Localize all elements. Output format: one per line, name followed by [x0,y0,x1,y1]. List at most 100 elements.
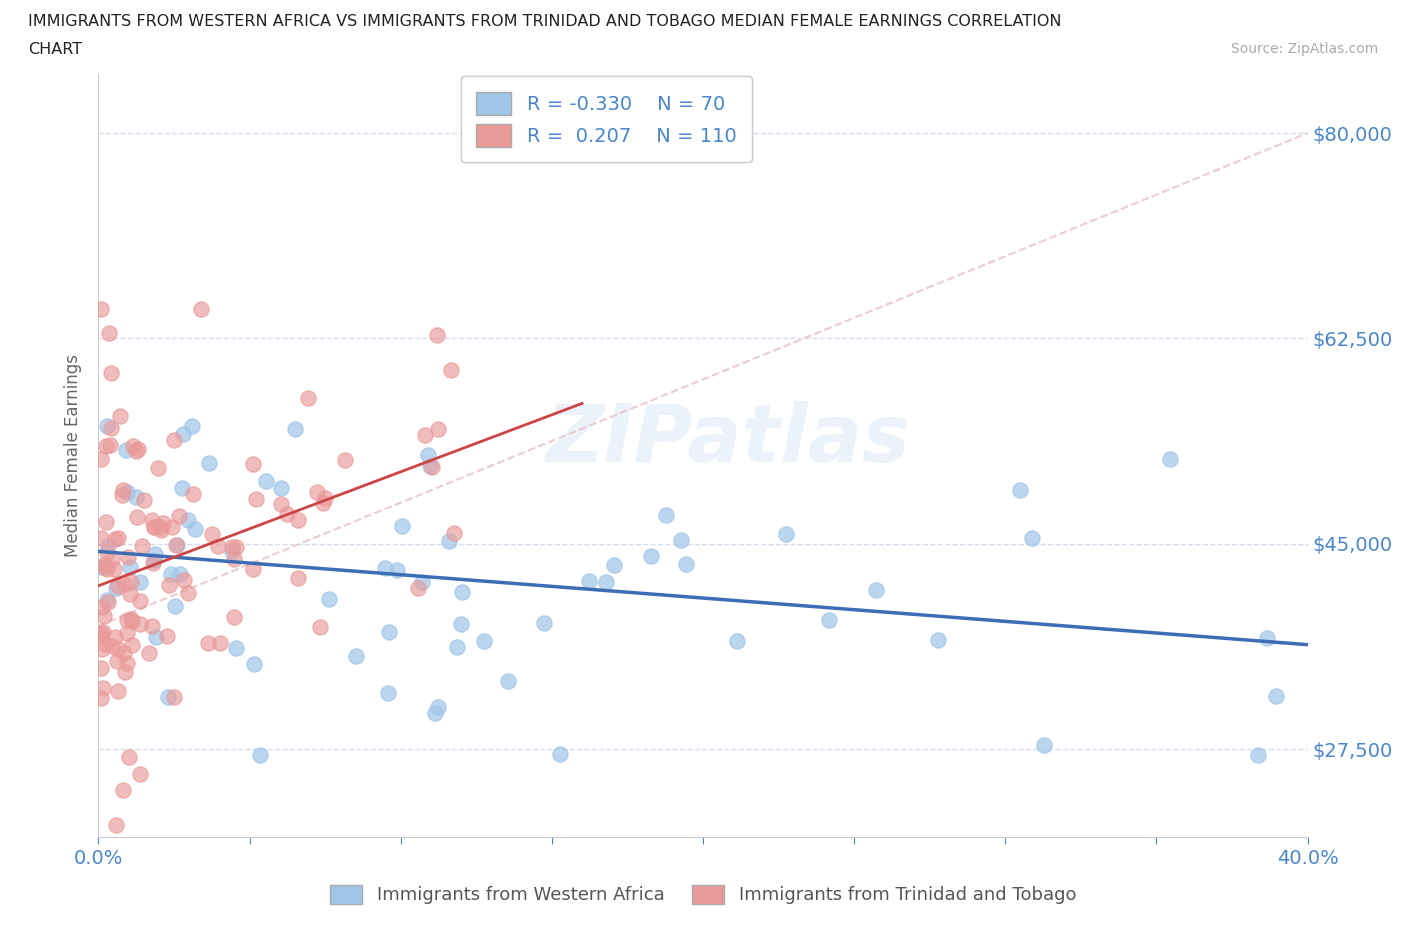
Point [181,486,204,501]
Point [474,633,496,648]
Point [107,642,129,657]
Point [172,427,194,442]
Point [128,575,150,590]
Point [128,617,150,631]
Point [91,625,114,640]
Point [420,460,443,475]
Point [90,660,112,675]
Point [163,689,186,704]
Point [96,418,118,433]
Point [90,625,112,640]
Point [346,648,368,663]
Point [225,640,247,655]
Point [125,490,148,505]
Point [117,485,139,499]
Point [100,420,122,435]
Point [90,301,112,316]
Text: ZIPatlas: ZIPatlas [544,402,910,480]
Point [103,562,125,577]
Point [318,591,340,606]
Point [423,706,446,721]
Point [287,512,309,527]
Point [309,619,332,634]
Point [675,557,697,572]
Point [221,539,243,554]
Point [1008,483,1031,498]
Point [242,457,264,472]
Point [127,442,149,457]
Point [104,630,127,644]
Point [112,645,135,660]
Point [305,485,328,499]
Point [157,578,180,592]
Point [172,481,194,496]
Point [242,562,264,577]
Point [111,487,134,502]
Point [107,684,129,698]
Point [117,550,139,565]
Point [96,562,118,577]
Point [190,301,212,316]
Point [181,418,204,433]
Point [419,458,441,473]
Point [165,538,187,552]
Point [450,584,472,599]
Point [225,540,247,555]
Point [134,492,156,507]
Point [96,592,118,607]
Point [443,525,465,540]
Point [131,538,153,553]
Point [440,362,463,377]
Point [287,571,309,586]
Point [104,532,127,547]
Point [145,630,167,644]
Point [427,421,450,436]
Point [446,640,468,655]
Point [312,496,335,511]
Point [655,507,678,522]
Point [163,432,186,447]
Point [173,572,195,587]
Point [163,599,186,614]
Point [197,635,219,650]
Point [101,551,124,566]
Point [297,391,319,405]
Point [224,551,246,566]
Point [115,443,138,458]
Point [335,453,357,468]
Point [162,520,184,535]
Point [94,515,117,530]
Point [94,636,117,651]
Point [249,748,271,763]
Point [100,365,122,380]
Point [122,438,145,453]
Point [378,624,401,639]
Point [141,618,163,633]
Point [1021,530,1043,545]
Point [595,574,617,589]
Point [209,636,232,651]
Point [775,526,797,541]
Point [245,492,267,507]
Text: Source: ZipAtlas.com: Source: ZipAtlas.com [1230,42,1378,56]
Point [90,531,112,546]
Point [927,633,949,648]
Point [114,664,136,679]
Point [146,461,169,476]
Point [221,543,243,558]
Point [150,520,173,535]
Point [141,512,163,527]
Point [198,456,221,471]
Point [224,610,246,625]
Point [276,507,298,522]
Point [387,563,409,578]
Point [437,534,460,549]
Point [270,480,292,495]
Point [127,510,149,525]
Point [101,639,124,654]
Point [111,783,134,798]
Point [254,473,277,488]
Point [107,530,129,545]
Point [90,642,112,657]
Point [418,448,440,463]
